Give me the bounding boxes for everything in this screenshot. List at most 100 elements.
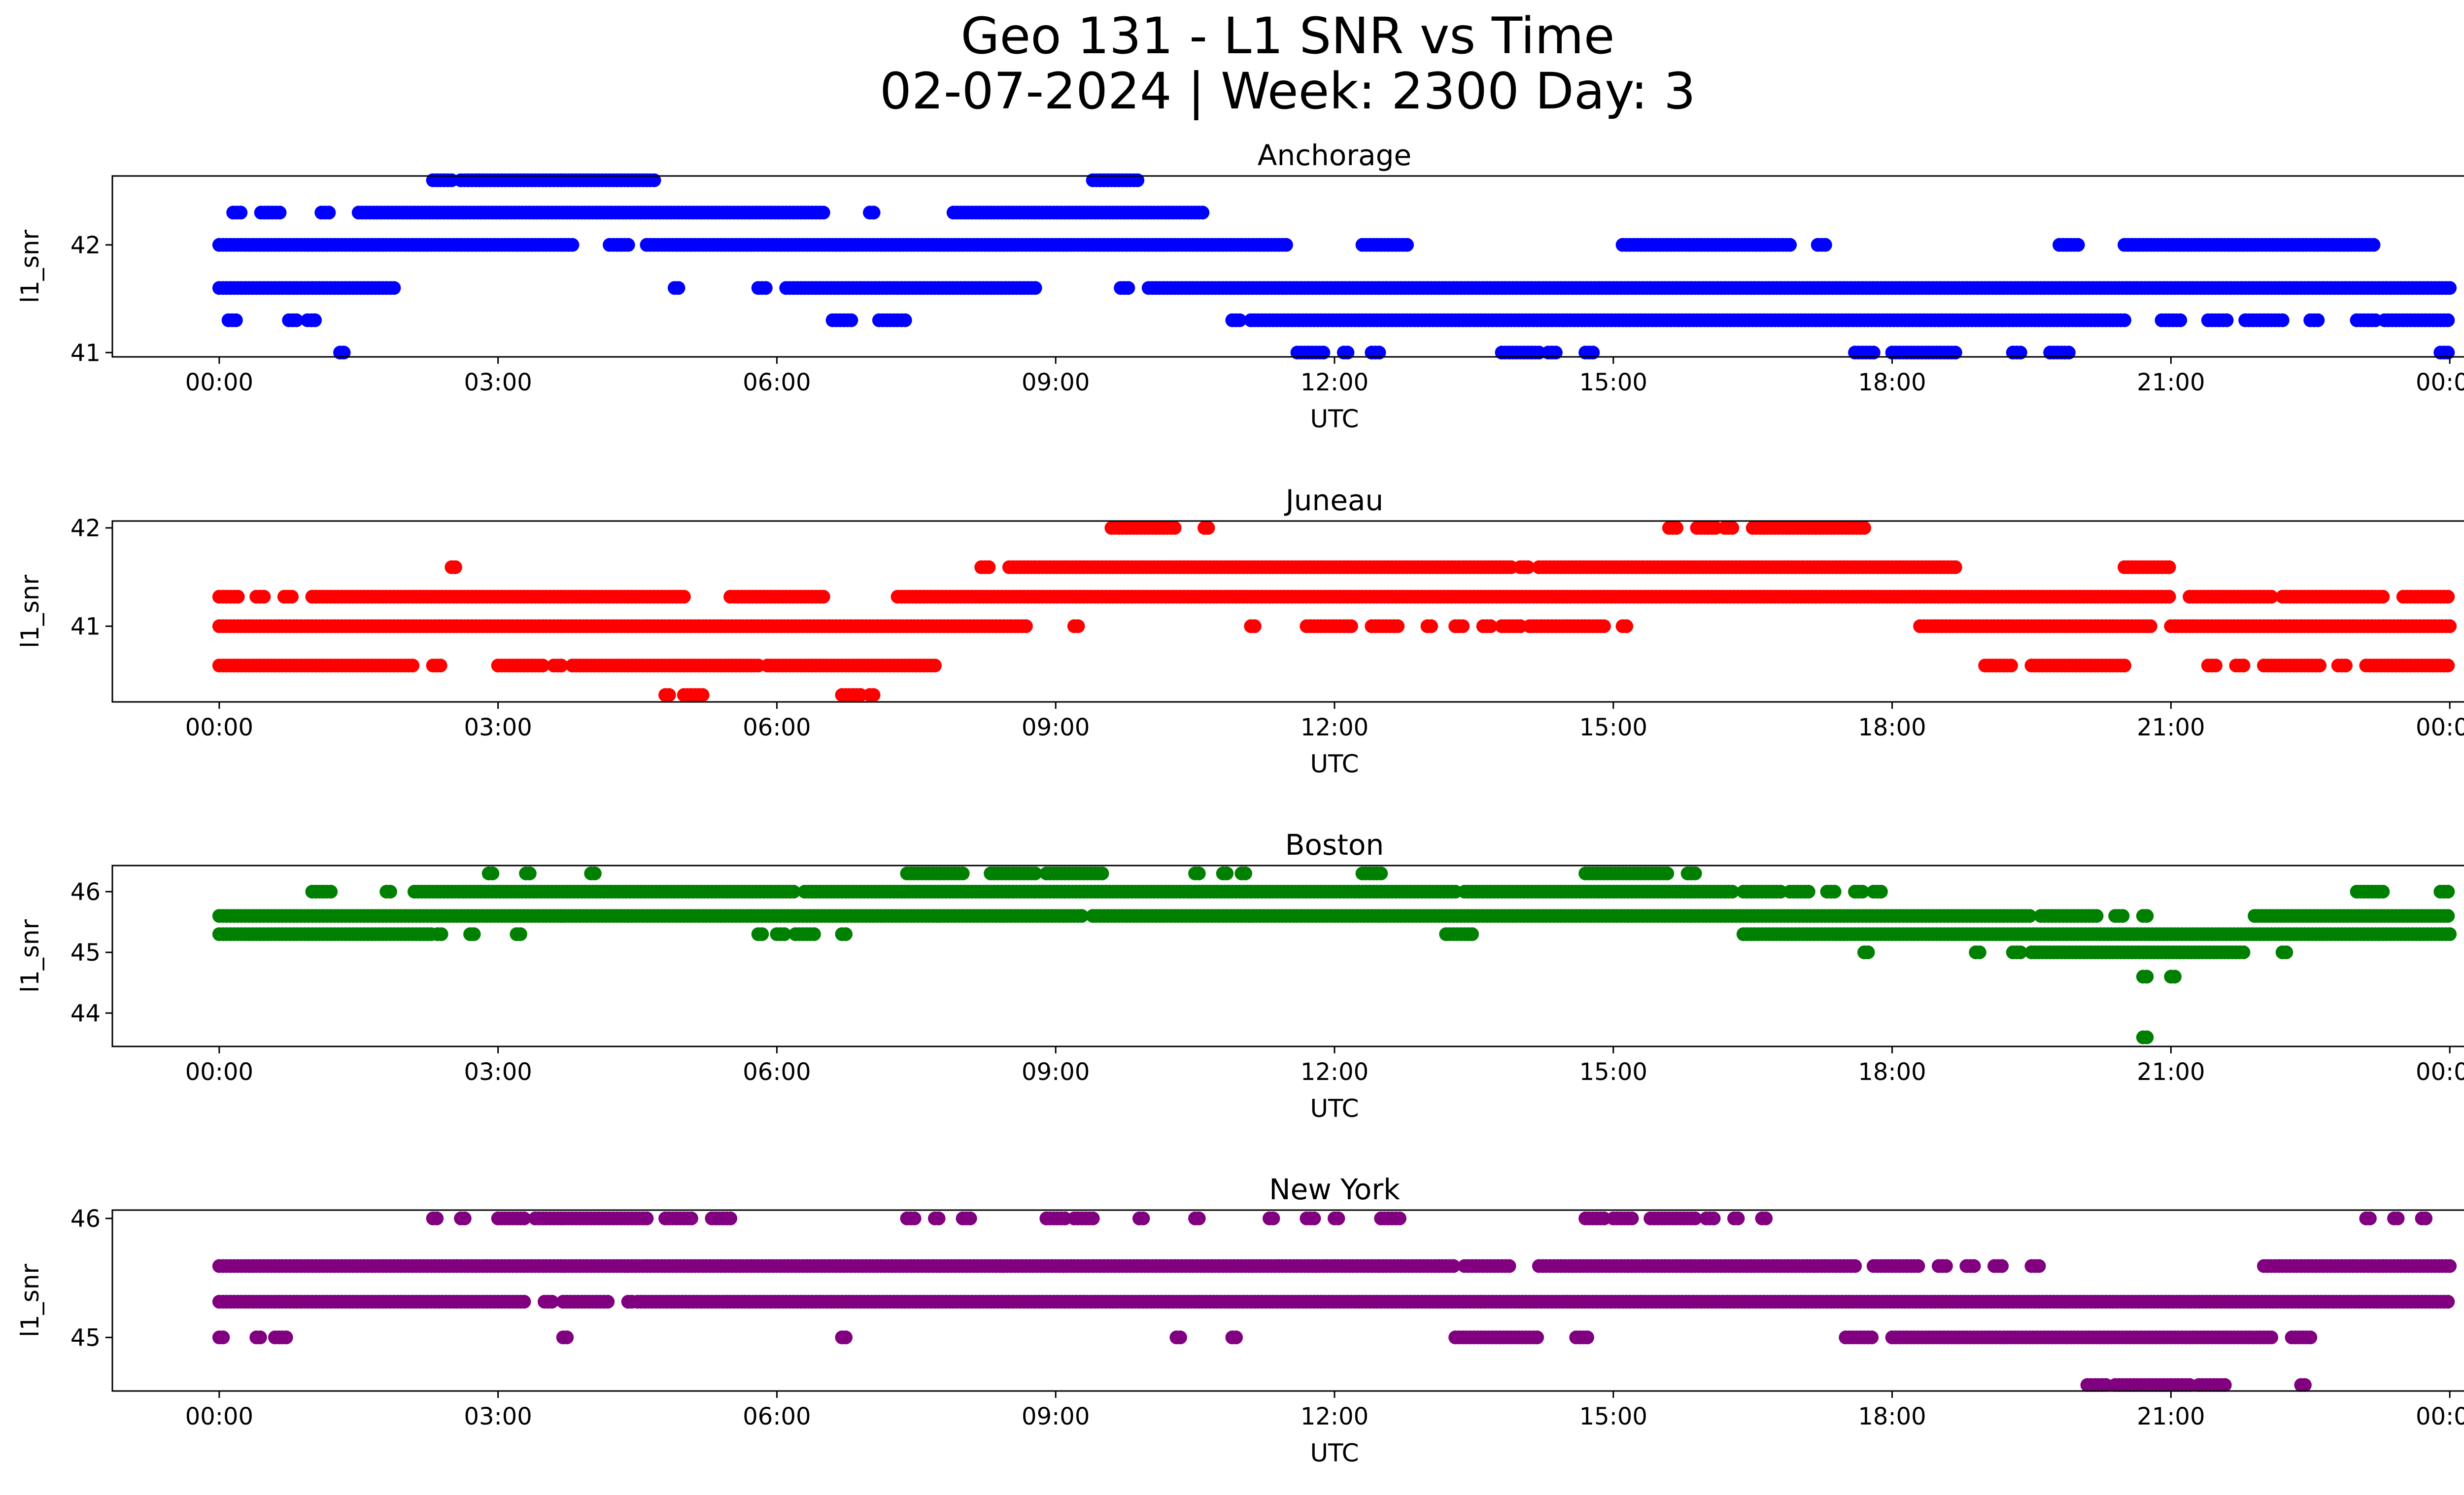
x-tick-label: 09:00: [1022, 1058, 1090, 1086]
data-point: [257, 590, 271, 604]
data-point: [1619, 619, 1634, 633]
data-point: [434, 927, 448, 941]
y-tick-label: 46: [70, 878, 101, 906]
data-point: [1400, 238, 1414, 252]
x-tick-label: 18:00: [1858, 714, 1926, 741]
data-point: [229, 313, 243, 327]
data-point: [430, 1211, 444, 1225]
data-point: [1238, 867, 1252, 880]
data-point: [1307, 1211, 1321, 1225]
x-tick-label: 09:00: [1022, 714, 1090, 741]
data-point: [2140, 1030, 2154, 1044]
data-point: [621, 238, 635, 252]
data-point: [1424, 619, 1438, 633]
data-point: [1201, 521, 1215, 535]
series-level: [212, 927, 2457, 941]
series-level: [212, 619, 2457, 633]
data-point: [2441, 346, 2455, 360]
data-point: [1972, 945, 1986, 960]
axes-frame: [111, 520, 2464, 703]
data-point: [448, 560, 462, 574]
data-point: [1316, 346, 1331, 360]
y-tick-label: 41: [70, 613, 101, 640]
series-level: [226, 206, 1210, 220]
data-point: [1521, 560, 1535, 574]
data-point: [2004, 659, 2018, 673]
data-point: [2443, 927, 2457, 941]
figure-title-line1: Geo 131 - L1 SNR vs Time: [960, 7, 1615, 66]
data-point: [928, 659, 942, 673]
x-tick-label: 00:00: [2416, 714, 2464, 741]
subplot-boston: 00:00 03:00 06:00 09:00 12:00 15:00 18:00 21:00…: [16, 828, 2464, 1123]
x-tick-label: 03:00: [464, 369, 532, 396]
data-point: [2366, 238, 2381, 252]
data-point: [807, 927, 821, 941]
axes-frame: [111, 175, 2464, 358]
data-point: [2362, 1211, 2377, 1225]
data-point: [1019, 619, 1033, 633]
subplot-title: Anchorage: [1258, 139, 1411, 172]
data-point: [1266, 1211, 1280, 1225]
data-point: [2140, 970, 2154, 984]
x-tick-label: 15:00: [1579, 1058, 1647, 1086]
x-tick-label: 06:00: [743, 369, 811, 396]
data-point: [1196, 206, 1210, 220]
data-point: [2376, 590, 2390, 604]
data-point: [1707, 1211, 1721, 1225]
data-point: [485, 867, 500, 880]
subplot-new-york: 00:00 03:00 06:00 09:00 12:00 15:00 18:00 21:00…: [16, 1173, 2464, 1467]
data-point: [723, 1211, 738, 1225]
x-tick-label: 12:00: [1300, 714, 1369, 741]
data-point: [231, 590, 245, 604]
data-point: [1801, 885, 1815, 899]
x-axis-label: UTC: [1310, 1094, 1359, 1123]
data-point: [2013, 346, 2027, 360]
data-point: [2441, 659, 2455, 673]
x-axis-label: UTC: [1310, 750, 1359, 778]
y-tick-label: 45: [70, 939, 101, 967]
data-point: [1071, 619, 1085, 633]
data-point: [2118, 659, 2131, 673]
y-tick-label: 42: [70, 232, 101, 259]
series-level: [333, 346, 2455, 360]
data-point: [2140, 909, 2154, 923]
data-point: [1586, 346, 1600, 360]
data-point: [587, 867, 602, 880]
data-point: [1393, 1211, 1406, 1225]
data-point: [1456, 619, 1470, 633]
data-point: [1688, 867, 1702, 880]
y-tick-label: 41: [70, 339, 101, 367]
data-point: [1192, 867, 1206, 880]
series-level: [212, 238, 2381, 252]
data-point: [2118, 313, 2131, 327]
data-point: [387, 281, 401, 295]
data-point: [2220, 313, 2234, 327]
data-point: [1192, 1211, 1206, 1225]
data-point: [1948, 346, 1962, 360]
data-point: [898, 313, 912, 327]
data-point: [816, 590, 830, 604]
data-point: [1086, 1211, 1100, 1225]
data-point: [2167, 970, 2182, 984]
data-point: [337, 346, 351, 360]
data-point: [2313, 659, 2327, 673]
data-point: [522, 867, 537, 880]
data-point: [406, 659, 420, 673]
data-point: [2236, 945, 2251, 960]
data-point: [1548, 346, 1563, 360]
x-tick-label: 21:00: [2137, 1058, 2205, 1086]
y-tick-label: 44: [70, 1000, 101, 1027]
series-level: [212, 281, 2457, 295]
x-tick-label: 00:00: [185, 714, 253, 741]
data-point: [1136, 1211, 1150, 1225]
data-point: [1857, 521, 1871, 535]
data-point: [1220, 867, 1234, 880]
figure-title-line2: 02-07-2024 | Week: 2300 Day: 3: [880, 62, 1696, 121]
data-point: [695, 688, 710, 702]
data-point: [433, 659, 447, 673]
data-point: [1279, 238, 1293, 252]
data-point: [866, 688, 881, 702]
data-point: [2441, 313, 2455, 327]
data-point: [1670, 521, 1683, 535]
